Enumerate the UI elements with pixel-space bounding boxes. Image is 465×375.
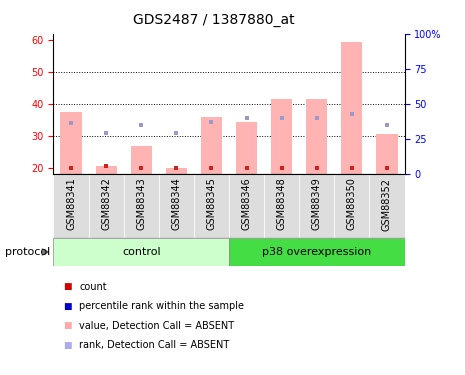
Text: GSM88342: GSM88342	[101, 178, 111, 230]
Bar	[159, 174, 194, 238]
Bar	[236, 122, 257, 174]
Text: ■: ■	[63, 341, 71, 350]
Text: GSM88350: GSM88350	[347, 178, 357, 230]
Bar	[166, 168, 187, 174]
Text: control: control	[122, 247, 160, 257]
Text: p38 overexpression: p38 overexpression	[262, 247, 372, 257]
Text: GSM88343: GSM88343	[136, 178, 146, 230]
Bar	[131, 146, 152, 174]
Text: value, Detection Call = ABSENT: value, Detection Call = ABSENT	[79, 321, 234, 331]
Text: GSM88345: GSM88345	[206, 178, 217, 230]
Text: count: count	[79, 282, 106, 292]
Bar	[377, 134, 398, 174]
Bar	[96, 166, 117, 174]
Text: GSM88348: GSM88348	[277, 178, 287, 230]
Text: protocol: protocol	[5, 247, 50, 257]
Bar	[88, 174, 124, 238]
Bar	[229, 238, 405, 266]
Text: GSM88344: GSM88344	[171, 178, 181, 230]
Bar	[229, 174, 264, 238]
Bar	[264, 174, 299, 238]
Text: GDS2487 / 1387880_at: GDS2487 / 1387880_at	[133, 13, 295, 27]
Text: ■: ■	[63, 321, 71, 330]
Text: percentile rank within the sample: percentile rank within the sample	[79, 302, 244, 311]
Bar	[201, 117, 222, 174]
Bar	[124, 174, 159, 238]
Text: GSM88341: GSM88341	[66, 178, 76, 230]
Bar	[53, 238, 229, 266]
Text: GSM88352: GSM88352	[382, 178, 392, 231]
Bar	[271, 99, 292, 174]
Bar	[369, 174, 405, 238]
Text: GSM88346: GSM88346	[241, 178, 252, 230]
Text: rank, Detection Call = ABSENT: rank, Detection Call = ABSENT	[79, 340, 229, 350]
Text: ■: ■	[63, 282, 71, 291]
Bar	[60, 112, 81, 174]
Text: ■: ■	[63, 302, 71, 311]
Bar	[341, 42, 362, 174]
Bar	[299, 174, 334, 238]
Bar	[334, 174, 370, 238]
Bar	[194, 174, 229, 238]
Bar	[306, 99, 327, 174]
Bar	[53, 174, 88, 238]
Text: GSM88349: GSM88349	[312, 178, 322, 230]
